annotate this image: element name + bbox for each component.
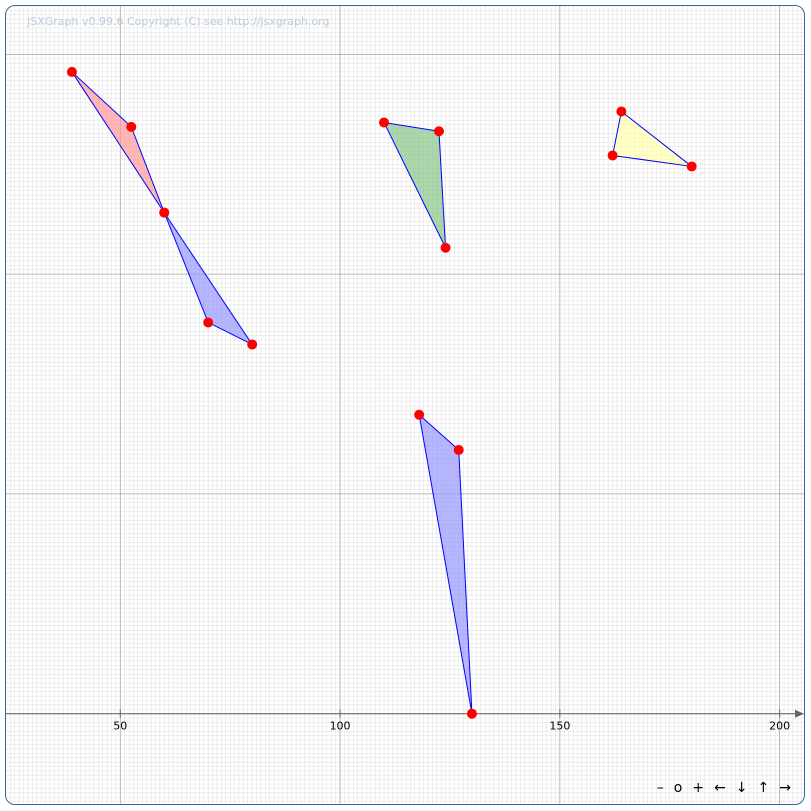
x-axis-tick-label: 100 [330, 720, 351, 733]
pan-right-button[interactable]: → [779, 780, 791, 796]
vertex-point[interactable] [616, 106, 627, 117]
triangle-fill [384, 122, 446, 248]
vertex-point[interactable] [453, 444, 464, 455]
zoom-in-button[interactable]: + [692, 780, 705, 796]
triangle-edge [163, 212, 253, 345]
triangle-edge [383, 122, 447, 248]
triangle-edge [383, 121, 440, 132]
triangle-edge [458, 449, 473, 714]
pan-left-button[interactable]: ← [714, 780, 726, 796]
pan-down-button[interactable]: ↓ [735, 780, 748, 796]
zoom-out-button[interactable]: – [656, 780, 664, 796]
triangle-edge [71, 71, 165, 213]
vertex-point[interactable] [440, 242, 451, 253]
x-axis-arrow [795, 709, 804, 718]
copyright-text: JSXGraph v0.99.6 Copyright (C) see http:… [27, 15, 330, 28]
vertex-point[interactable] [607, 150, 618, 161]
geometry-canvas[interactable]: 50 100 150 200 [6, 6, 805, 805]
x-axis-tick-label: 150 [549, 720, 570, 733]
zoom-reset-button[interactable]: o [673, 780, 683, 796]
triangle-edge [130, 126, 165, 213]
vertex-point[interactable] [203, 317, 214, 328]
navigation-bar: – o + ← ↓ ↑ → [657, 780, 791, 796]
triangle-edge [71, 71, 132, 128]
jsxgraph-board[interactable]: 50 100 150 200 JSXGraph v0.99.6 Copyright (… [5, 5, 805, 805]
triangle-edge [438, 131, 447, 248]
triangle-edge [207, 322, 253, 345]
triangle-fill [612, 111, 692, 167]
vertex-point[interactable] [414, 409, 425, 420]
vertex-point[interactable] [159, 207, 170, 218]
vertex-point[interactable] [126, 121, 137, 132]
triangle-edge [418, 414, 460, 451]
vertex-point[interactable] [379, 117, 390, 128]
vertex-point[interactable] [686, 161, 697, 172]
pan-up-button[interactable]: ↑ [757, 780, 770, 796]
vertex-point[interactable] [433, 126, 444, 137]
triangle-edge [418, 414, 473, 714]
vertex-point[interactable] [466, 708, 477, 719]
x-axis-tick-label: 50 [113, 720, 127, 733]
x-axis-tick-label: 200 [769, 720, 790, 733]
vertex-point[interactable] [66, 66, 77, 77]
vertex-point[interactable] [247, 339, 258, 350]
triangle-edge [612, 111, 622, 156]
triangle-edge [163, 212, 209, 323]
triangle-edge [612, 154, 692, 167]
triangle-edge [621, 111, 693, 167]
